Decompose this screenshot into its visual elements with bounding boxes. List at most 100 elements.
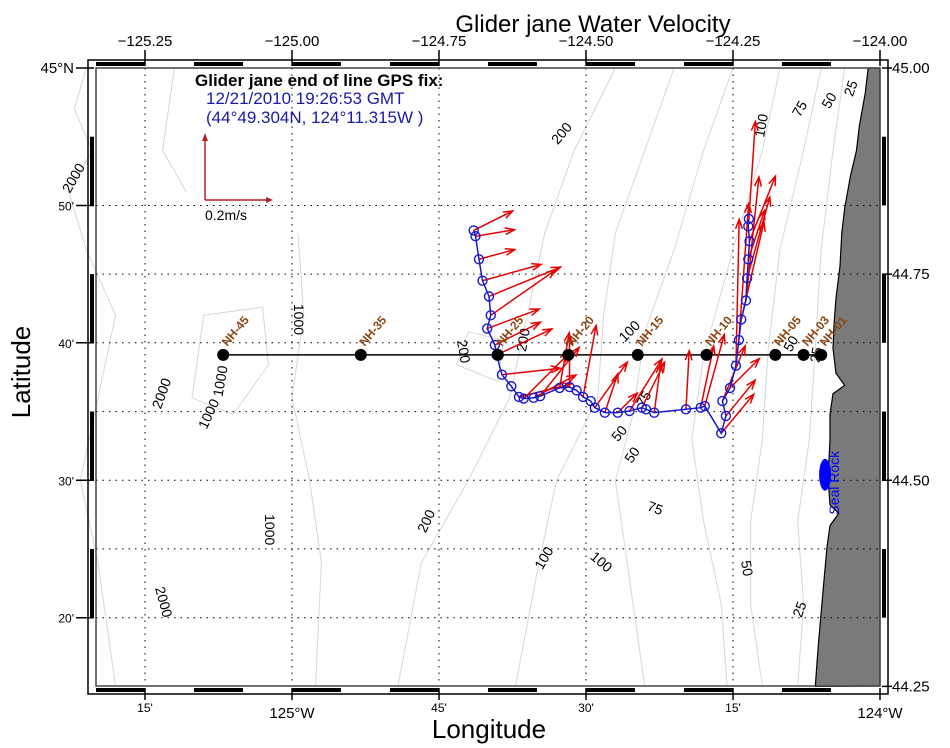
vector-shaft — [720, 393, 755, 434]
vector-head — [590, 323, 599, 336]
frame-bar-left — [90, 411, 94, 481]
contour-line — [162, 67, 187, 192]
station-label: NH-10 — [702, 313, 735, 349]
vector-shaft — [478, 248, 515, 261]
frame-bar-top — [585, 62, 635, 66]
contour-line — [291, 232, 322, 687]
vector-head — [541, 327, 554, 337]
info-position: (44°49.304N, 124°11.315W ) — [206, 108, 423, 127]
vector-head — [717, 332, 726, 345]
velocity-vectors — [473, 119, 777, 434]
velocity-vector — [729, 357, 761, 389]
track-point — [506, 381, 517, 392]
station-marker — [815, 348, 828, 361]
vector-shaft — [475, 228, 515, 237]
tick-label-top: −124.25 — [706, 33, 761, 50]
contour-label: 100 — [587, 548, 615, 575]
vector-shaft — [582, 325, 597, 398]
vector-shaft — [704, 334, 725, 407]
contour-label: 100 — [531, 544, 557, 572]
vector-shaft — [490, 269, 557, 316]
vector-head — [570, 345, 581, 358]
contour-label: 200 — [414, 507, 438, 535]
vector-head — [737, 343, 746, 356]
velocity-vector — [490, 268, 558, 316]
coastline-land — [814, 67, 881, 688]
velocity-vector — [475, 227, 517, 237]
vector-head — [757, 219, 766, 232]
track-point — [571, 385, 582, 396]
track-point — [743, 213, 755, 225]
frame-bar-bottom — [96, 688, 145, 692]
track-point — [612, 407, 623, 418]
contour-label: 100 — [751, 112, 771, 138]
scale-arrow-head-up — [202, 133, 208, 141]
vector-shaft — [594, 361, 628, 409]
velocity-vector — [720, 392, 756, 434]
velocity-vector — [745, 174, 763, 301]
track-point — [589, 402, 601, 413]
scale-arrow-head-right — [266, 197, 273, 203]
landmark-marker — [819, 458, 832, 491]
vector-shaft — [748, 175, 777, 242]
vector-shaft — [735, 219, 740, 366]
vector-head — [530, 262, 544, 271]
seal-rock-landmark: Seal Rock — [819, 450, 842, 515]
contour-label: 2000 — [149, 376, 175, 411]
vector-head — [550, 365, 563, 374]
tick-label-left: 40' — [58, 337, 74, 351]
vector-shaft — [653, 363, 662, 413]
track-point — [724, 382, 736, 394]
frame-bar-right — [882, 136, 886, 206]
contour-line — [797, 67, 846, 687]
tick-label-bottom: 15' — [137, 701, 153, 715]
velocity-vector — [748, 119, 759, 219]
vector-shaft — [748, 121, 757, 219]
vector-head — [529, 308, 542, 317]
frame-bar-bottom — [193, 688, 243, 692]
frame-bar-bottom — [291, 688, 341, 692]
vector-head — [743, 201, 753, 214]
contour-line — [397, 67, 616, 687]
tick-label-right: 45.00 — [892, 60, 930, 77]
track-point — [680, 404, 692, 415]
frame-bar-bottom — [683, 688, 733, 692]
chart-title: Glider jane Water Velocity — [455, 11, 730, 38]
tick-label-bottom: 30' — [578, 701, 594, 715]
vector-head — [753, 174, 763, 187]
vector-shaft — [501, 367, 561, 376]
station-marker — [491, 348, 504, 361]
info-timestamp: 12/21/2010 19:26:53 GMT — [206, 89, 404, 108]
track-point — [513, 391, 525, 403]
velocity-vector — [653, 361, 664, 413]
velocity-vector — [482, 262, 544, 282]
track-point — [740, 295, 752, 306]
frame-bar-top — [487, 62, 537, 66]
track-point — [733, 334, 745, 346]
station-label: NH-35 — [356, 313, 389, 349]
velocity-vector — [478, 247, 517, 261]
velocity-vector — [565, 332, 574, 388]
contour-label: 50 — [738, 559, 756, 577]
vector-shaft — [725, 379, 756, 417]
track-point — [717, 395, 728, 407]
vector-head — [749, 357, 761, 369]
tick-label-left: 45°N — [40, 60, 74, 77]
vector-head — [684, 348, 693, 361]
frame-bar-right — [882, 411, 886, 481]
contour-label: 2000 — [152, 585, 176, 619]
frame-bar-bottom — [389, 688, 439, 692]
x-axis-label: Longitude — [432, 714, 546, 744]
scale-arrow: 0.2m/s — [202, 133, 273, 223]
tick-label-right: 44.25 — [892, 678, 930, 695]
track-point — [482, 323, 493, 334]
contour-line — [691, 67, 781, 687]
vector-head — [565, 332, 574, 345]
vector-shaft — [747, 210, 766, 260]
velocity-vector — [494, 321, 543, 346]
tick-label-bottom: 15' — [725, 701, 741, 715]
vector-head — [611, 371, 619, 384]
vector-shaft — [523, 352, 570, 400]
vector-shaft — [729, 358, 760, 389]
station-marker — [354, 348, 367, 361]
